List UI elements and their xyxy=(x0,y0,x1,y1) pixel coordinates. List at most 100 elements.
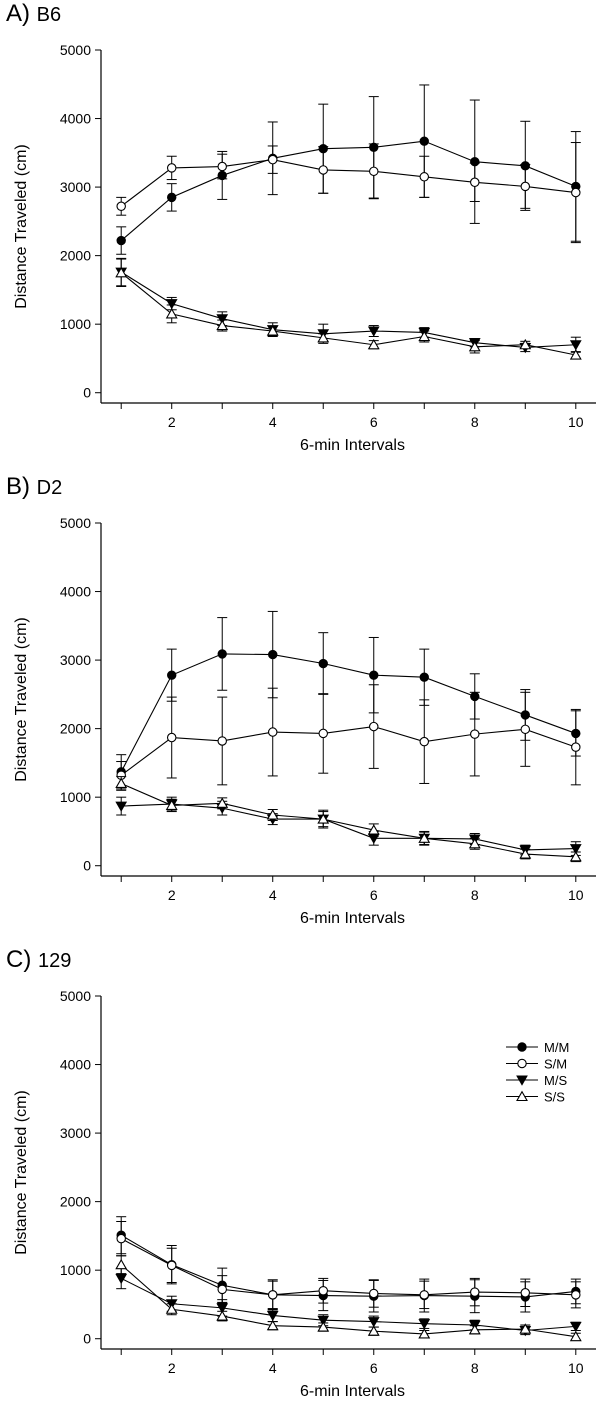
y-tick-label: 0 xyxy=(83,1331,91,1347)
x-tick-label: 6 xyxy=(370,1360,378,1376)
data-point xyxy=(165,299,178,310)
data-point xyxy=(470,1287,480,1297)
data-point xyxy=(267,1290,278,1300)
panel-letter: C) xyxy=(6,946,32,973)
y-tick-label: 3000 xyxy=(60,652,91,668)
data-point xyxy=(419,736,430,747)
y-tick-label: 1000 xyxy=(60,316,91,332)
legend-label: S/M xyxy=(544,1057,567,1072)
series-m-m xyxy=(116,84,581,255)
legend-item: S/M xyxy=(506,1057,567,1072)
series-line xyxy=(120,272,576,356)
data-point xyxy=(569,340,582,351)
data-point xyxy=(217,1284,227,1295)
data-point xyxy=(267,154,278,165)
y-tick-label: 0 xyxy=(83,858,91,874)
data-point xyxy=(520,724,531,735)
data-point xyxy=(166,163,177,173)
data-point xyxy=(266,325,279,336)
y-tick-label: 4000 xyxy=(60,111,91,127)
panel-title: D2 xyxy=(36,477,63,499)
data-point xyxy=(216,314,229,325)
data-point xyxy=(369,166,379,177)
data-point xyxy=(217,161,227,172)
y-tick-label: 3000 xyxy=(60,1125,91,1141)
data-point xyxy=(115,1273,128,1285)
x-tick-label: 6 xyxy=(370,887,378,903)
series-s-m xyxy=(116,684,581,790)
series-m-s xyxy=(115,796,582,856)
legend-marker xyxy=(517,1042,527,1052)
data-point xyxy=(367,1317,380,1328)
panel-label: A) B6 xyxy=(6,0,61,29)
data-point xyxy=(519,338,532,350)
data-point xyxy=(166,732,177,743)
y-tick-label: 5000 xyxy=(60,42,91,58)
y-tick-label: 4000 xyxy=(60,1057,91,1073)
series-line xyxy=(120,159,576,207)
series-s-s xyxy=(115,1255,582,1342)
y-tick-label: 2000 xyxy=(60,248,91,264)
series-line xyxy=(120,1234,576,1298)
data-point xyxy=(266,1310,279,1322)
data-point xyxy=(470,729,480,739)
panel-title: B6 xyxy=(36,4,62,26)
data-point xyxy=(116,201,126,212)
data-point xyxy=(470,177,480,188)
data-point xyxy=(571,1290,581,1300)
chart-a-plot: 0 1000 2000 3000 4000 5000 2 4 6 8 10 6-min Interva… xyxy=(13,42,596,454)
data-point xyxy=(216,1310,229,1321)
legend-marker xyxy=(516,1090,528,1102)
data-point xyxy=(468,837,481,849)
data-point xyxy=(569,844,582,855)
legend-marker xyxy=(517,1058,527,1069)
x-tick-label: 4 xyxy=(269,414,277,430)
x-tick-label: 10 xyxy=(568,414,584,430)
data-point xyxy=(367,1325,380,1336)
chart-panel-b: B) D2 0 1000 2000 3000 4000 5000 2 4 6 8 10 6-min I… xyxy=(0,473,608,946)
series-m-m xyxy=(116,1216,581,1314)
y-axis-title: Distance Traveled (cm) xyxy=(13,617,30,782)
data-point xyxy=(318,728,328,739)
y-tick-label: 5000 xyxy=(60,515,91,531)
y-tick-label: 3000 xyxy=(60,179,91,195)
data-point xyxy=(216,797,229,808)
data-point xyxy=(317,1321,330,1332)
data-point xyxy=(165,308,178,319)
legend-item: M/S xyxy=(506,1073,567,1088)
data-point xyxy=(419,172,430,182)
data-point xyxy=(468,1323,481,1335)
x-axis-title: 6-min Intervals xyxy=(300,437,405,454)
x-axis-title: 6-min Intervals xyxy=(300,1383,405,1400)
data-point xyxy=(419,136,429,146)
data-point xyxy=(520,1288,531,1298)
data-point xyxy=(418,832,431,843)
y-axis-title: Distance Traveled (cm) xyxy=(13,144,30,309)
legend-label: S/S xyxy=(544,1090,565,1105)
data-point xyxy=(369,1288,379,1299)
data-point xyxy=(165,1303,178,1314)
y-axis-title: Distance Traveled (cm) xyxy=(13,1090,30,1255)
data-point xyxy=(519,848,532,859)
data-point xyxy=(167,670,177,680)
x-tick-label: 10 xyxy=(568,1360,584,1376)
y-tick-label: 1000 xyxy=(60,789,91,805)
data-point xyxy=(569,1330,582,1342)
series-s-m xyxy=(116,142,581,244)
data-point xyxy=(217,736,227,746)
x-axis-title: 6-min Intervals xyxy=(300,910,405,927)
x-tick-label: 8 xyxy=(471,1360,479,1376)
chart-panel-c: C) 129 0 1000 2000 3000 4000 5000 2 4 6 8 10 6-min … xyxy=(0,946,608,1419)
data-point xyxy=(266,1319,279,1331)
data-point xyxy=(571,187,581,198)
series-line xyxy=(120,653,576,773)
y-tick-label: 1000 xyxy=(60,1262,91,1278)
y-tick-label: 2000 xyxy=(60,1194,91,1210)
panel-title: 129 xyxy=(38,950,72,972)
data-point xyxy=(317,332,330,343)
data-point xyxy=(115,801,128,812)
data-point xyxy=(468,340,481,352)
data-point xyxy=(165,799,178,810)
data-point xyxy=(317,813,330,824)
data-point xyxy=(115,1258,128,1270)
